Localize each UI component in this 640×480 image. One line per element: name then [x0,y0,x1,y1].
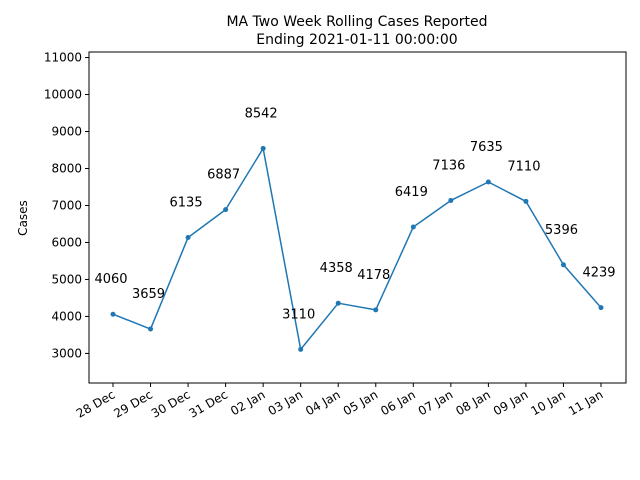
data-point [560,262,566,268]
data-labels: 4060 3659 6135 6887 8542 3110 4358 4178 6419 7136… [94,106,615,322]
y-tick-label: 11000 [44,51,82,65]
y-axis-ticks: 3000 4000 5000 6000 7000 8000 9000 10000 11000 [44,51,89,360]
data-point [148,326,154,332]
y-tick-label: 4000 [51,309,82,323]
data-point [485,179,491,185]
data-label: 7136 [432,158,465,173]
y-tick-label: 10000 [44,88,82,102]
data-point [260,145,266,151]
data-point [410,224,416,230]
data-label: 5396 [545,223,578,238]
series-line [112,147,602,351]
data-label: 8542 [245,106,278,121]
plot-frame [88,51,627,384]
data-label: 3659 [132,287,165,302]
data-label: 4060 [94,272,127,287]
data-point [335,300,341,306]
y-axis-label: Cases [16,200,30,236]
data-label: 4178 [357,268,390,283]
y-tick-label: 9000 [51,125,82,139]
data-point [598,305,604,311]
y-tick-label: 3000 [51,346,82,360]
data-label: 4358 [320,261,353,276]
data-label: 3110 [282,307,315,322]
data-point [223,207,229,213]
data-point [185,234,191,240]
data-point [448,197,454,203]
data-point [373,307,379,313]
data-label: 7110 [507,159,540,174]
data-point [110,311,116,317]
chart-title-line1: MA Two Week Rolling Cases Reported [226,14,487,30]
y-tick-label: 6000 [51,235,82,249]
data-point [298,346,304,352]
data-point [523,198,529,204]
data-label: 6135 [170,195,203,210]
y-tick-label: 7000 [51,198,82,212]
data-label: 6419 [395,185,428,200]
y-tick-label: 8000 [51,161,82,175]
series-cases [110,145,604,352]
data-label: 4239 [582,266,615,281]
chart-title-line2: Ending 2021-01-11 00:00:00 [256,32,457,48]
data-label: 7635 [470,140,503,155]
y-tick-label: 5000 [51,272,82,286]
data-label: 6887 [207,168,240,183]
